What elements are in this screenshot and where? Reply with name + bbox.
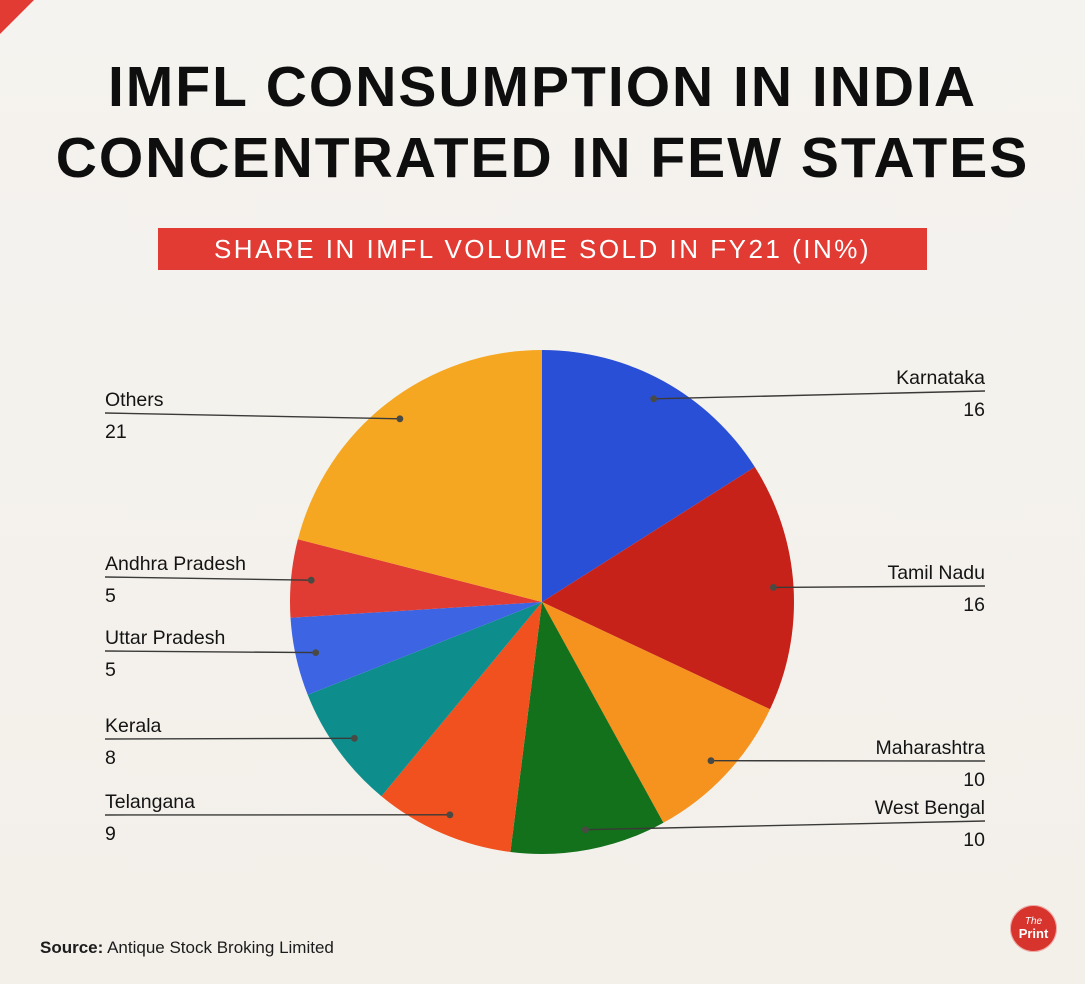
leader-dot-andhra-pradesh <box>307 576 315 584</box>
title-line-2: CONCENTRATED IN FEW STATES <box>55 126 1030 190</box>
pie-slice-maharashtra <box>542 602 770 823</box>
pie-label-name: Andhra Pradesh <box>105 553 246 575</box>
pie-label-name: Tamil Nadu <box>887 562 985 584</box>
pie-label-value: 5 <box>105 659 116 681</box>
pie-slice-west-bengal <box>510 602 664 854</box>
leader-dot-tamil-nadu <box>770 584 777 591</box>
leader-line-karnataka <box>653 390 986 400</box>
leader-dot-karnataka <box>650 395 658 403</box>
logo-line-1: The <box>1024 916 1043 927</box>
pie-label-west-bengal: West Bengal 10 <box>875 795 985 853</box>
pie-label-tamil-nadu: Tamil Nadu 16 <box>887 560 985 618</box>
pie-label-value: 10 <box>963 829 985 851</box>
pie-slice-kerala <box>307 602 542 797</box>
pie-label-name: Uttar Pradesh <box>105 627 226 649</box>
pie-label-value: 16 <box>963 594 985 616</box>
source-label: Source: <box>40 938 104 957</box>
leader-dot-uttar-pradesh <box>312 649 320 656</box>
logo-line-2: Print <box>1018 926 1049 941</box>
leader-dot-telangana <box>446 811 454 819</box>
leader-line-andhra-pradesh <box>104 576 312 581</box>
pie-label-value: 10 <box>963 769 985 791</box>
pie-label-name: Kerala <box>105 715 162 737</box>
pie-label-value: 16 <box>963 399 985 421</box>
leader-line-others <box>104 412 400 420</box>
leader-dot-maharashtra <box>707 757 715 765</box>
pie-label-name: Maharashtra <box>875 737 985 759</box>
pie-label-telangana: Telangana 9 <box>105 789 195 847</box>
leader-line-west-bengal <box>585 820 986 831</box>
theprint-logo: The Print <box>1010 905 1057 952</box>
pie-label-maharashtra: Maharashtra 10 <box>876 735 985 793</box>
page-title: IMFL CONSUMPTION IN INDIA CONCENTRATED I… <box>0 0 1085 194</box>
pie-slice-others <box>297 349 542 602</box>
pie-label-name: Karnataka <box>896 367 985 389</box>
pie-slice-telangana <box>381 602 542 852</box>
leader-dot-others <box>396 415 404 423</box>
leader-line-tamil-nadu <box>773 585 986 589</box>
leader-dot-kerala <box>351 734 358 742</box>
pie-label-others: Others 21 <box>105 387 164 445</box>
pie-slice-karnataka <box>542 349 755 602</box>
pie-slice-tamil-nadu <box>542 467 794 710</box>
pie-label-kerala: Kerala 8 <box>105 713 161 771</box>
pie-label-value: 9 <box>105 823 116 845</box>
pie-label-value: 21 <box>105 421 127 443</box>
title-line-1: IMFL CONSUMPTION IN INDIA <box>107 55 978 119</box>
pie-slice-uttar-pradesh <box>290 602 542 695</box>
subtitle-banner: SHARE IN IMFL VOLUME SOLD IN FY21 (IN%) <box>157 228 928 270</box>
pie-label-andhra-pradesh: Andhra Pradesh 5 <box>105 551 246 609</box>
pie-label-name: Telangana <box>105 791 195 813</box>
pie-label-name: West Bengal <box>874 797 985 819</box>
pie-label-uttar-pradesh: Uttar Pradesh 5 <box>105 625 225 683</box>
pie-label-karnataka: Karnataka 16 <box>896 365 985 423</box>
pie-label-value: 8 <box>105 747 116 769</box>
pie-label-name: Others <box>105 389 164 411</box>
leader-line-kerala <box>104 737 355 740</box>
pie-slice-andhra-pradesh <box>289 539 542 618</box>
source-text: Antique Stock Broking Limited <box>103 938 334 957</box>
pie-label-value: 5 <box>105 585 116 607</box>
leader-line-uttar-pradesh <box>104 650 316 654</box>
leader-dot-west-bengal <box>582 826 589 834</box>
subtitle-banner-wrap: SHARE IN IMFL VOLUME SOLD IN FY21 (IN%) <box>0 228 1085 270</box>
corner-accent <box>0 0 34 34</box>
source-note: Source: Antique Stock Broking Limited <box>40 938 334 958</box>
